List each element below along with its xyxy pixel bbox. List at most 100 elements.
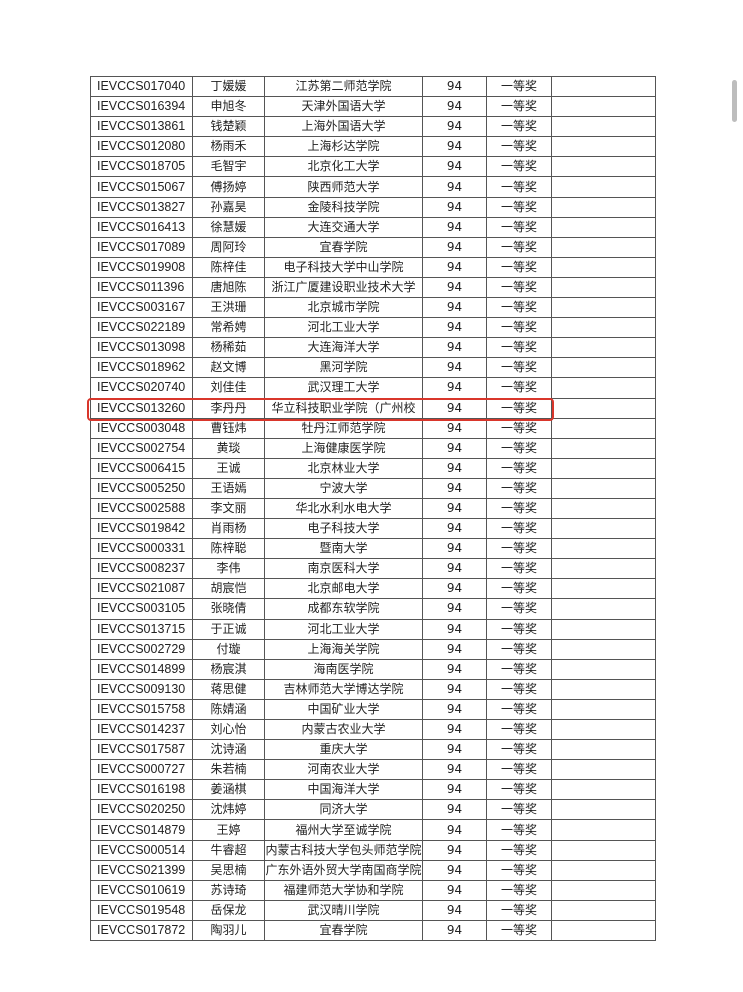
id-cell: IEVCCS011396 [90,276,193,299]
table-row: IEVCCS000727 朱若楠 河南农业大学 94 一等奖 [90,759,656,781]
award-cell: 一等奖 [486,638,552,660]
award-cell: 一等奖 [486,437,552,459]
table-row: IEVCCS019548 岳保龙 武汉晴川学院 94 一等奖 [90,899,656,921]
school-cell: 内蒙古农业大学 [264,718,423,741]
name-cell: 李丹丹 [192,397,265,419]
name-cell: 曹钰炜 [192,417,265,439]
table-row: IEVCCS017040 丁媛媛 江苏第二师范学院 94 一等奖 [90,75,656,98]
id-cell: IEVCCS019842 [90,518,193,540]
table-row: IEVCCS009130 蒋思健 吉林师范大学博达学院 94 一等奖 [90,678,656,700]
school-cell: 天津外国语大学 [264,96,423,118]
score-cell: 94 [422,618,487,640]
name-cell: 肖雨杨 [192,518,265,540]
id-cell: IEVCCS014899 [90,658,193,680]
school-cell: 宁波大学 [264,477,423,499]
empty-cell [551,899,656,921]
empty-cell [551,397,656,419]
score-cell: 94 [422,779,487,801]
empty-cell [551,658,656,680]
score-cell: 94 [422,879,487,901]
empty-cell [551,256,656,278]
id-cell: IEVCCS019908 [90,256,193,278]
table-row: IEVCCS018962 赵文博 黑河学院 94 一等奖 [90,357,656,379]
school-cell: 大连海洋大学 [264,337,423,359]
name-cell: 于正诚 [192,618,265,640]
empty-cell [551,497,656,520]
school-cell: 北京邮电大学 [264,578,423,600]
award-cell: 一等奖 [486,799,552,821]
score-cell: 94 [422,759,487,781]
school-cell: 上海外国语大学 [264,116,423,138]
school-cell: 海南医学院 [264,658,423,680]
id-cell: IEVCCS003105 [90,598,193,620]
name-cell: 赵文博 [192,357,265,379]
id-cell: IEVCCS020740 [90,377,193,399]
empty-cell [551,718,656,741]
empty-cell [551,297,656,319]
name-cell: 沈诗涵 [192,739,265,761]
empty-cell [551,759,656,781]
score-cell: 94 [422,859,487,881]
score-cell: 94 [422,116,487,138]
school-cell: 中国海洋大学 [264,779,423,801]
empty-cell [551,337,656,359]
table-row: IEVCCS021399 吴思楠 广东外语外贸大学南国商学院 94 一等奖 [90,859,656,881]
name-cell: 李文丽 [192,497,265,520]
table-row: IEVCCS010619 苏诗琦 福建师范大学协和学院 94 一等奖 [90,879,656,901]
empty-cell [551,457,656,479]
score-cell: 94 [422,497,487,520]
school-cell: 浙江广厦建设职业技术大学 [264,276,423,299]
id-cell: IEVCCS012080 [90,136,193,158]
award-cell: 一等奖 [486,397,552,419]
award-cell: 一等奖 [486,899,552,921]
award-cell: 一等奖 [486,417,552,439]
name-cell: 徐慧媛 [192,216,265,238]
table-row: IEVCCS020740 刘佳佳 武汉理工大学 94 一等奖 [90,377,656,399]
name-cell: 胡宸恺 [192,578,265,600]
school-cell: 河南农业大学 [264,759,423,781]
table-row: IEVCCS014879 王婷 福州大学至诚学院 94 一等奖 [90,819,656,841]
school-cell: 中国矿业大学 [264,698,423,721]
name-cell: 傅扬婷 [192,176,265,198]
empty-cell [551,779,656,801]
empty-cell [551,678,656,700]
name-cell: 黄琰 [192,437,265,459]
score-cell: 94 [422,397,487,419]
school-cell: 吉林师范大学博达学院 [264,678,423,700]
table-row: IEVCCS019842 肖雨杨 电子科技大学 94 一等奖 [90,518,656,540]
empty-cell [551,879,656,901]
table-row: IEVCCS002588 李文丽 华北水利水电大学 94 一等奖 [90,497,656,520]
name-cell: 陈梓佳 [192,256,265,278]
school-cell: 重庆大学 [264,739,423,761]
id-cell: IEVCCS008237 [90,558,193,580]
name-cell: 王诚 [192,457,265,479]
id-cell: IEVCCS021399 [90,859,193,881]
table-row: IEVCCS003167 王洪珊 北京城市学院 94 一等奖 [90,297,656,319]
id-cell: IEVCCS013715 [90,618,193,640]
award-cell: 一等奖 [486,196,552,218]
empty-cell [551,417,656,439]
table-row: IEVCCS016198 姜涵棋 中国海洋大学 94 一等奖 [90,779,656,801]
school-cell: 宜春学院 [264,236,423,258]
score-cell: 94 [422,317,487,339]
award-cell: 一等奖 [486,538,552,560]
table-row: IEVCCS015067 傅扬婷 陕西师范大学 94 一等奖 [90,176,656,198]
empty-cell [551,116,656,138]
award-cell: 一等奖 [486,739,552,761]
score-cell: 94 [422,598,487,620]
name-cell: 苏诗琦 [192,879,265,901]
award-cell: 一等奖 [486,357,552,379]
score-cell: 94 [422,839,487,861]
name-cell: 陶羽儿 [192,919,265,942]
table-row: IEVCCS021087 胡宸恺 北京邮电大学 94 一等奖 [90,578,656,600]
award-table: IEVCCS017040 丁媛媛 江苏第二师范学院 94 一等奖 IEVCCS016394… [90,75,656,942]
award-cell: 一等奖 [486,337,552,359]
award-cell: 一等奖 [486,276,552,299]
scrollbar[interactable] [732,80,737,122]
table-row: IEVCCS002729 付璇 上海海关学院 94 一等奖 [90,638,656,660]
name-cell: 岳保龙 [192,899,265,921]
empty-cell [551,236,656,258]
school-cell: 上海海关学院 [264,638,423,660]
score-cell: 94 [422,96,487,118]
name-cell: 蒋思健 [192,678,265,700]
